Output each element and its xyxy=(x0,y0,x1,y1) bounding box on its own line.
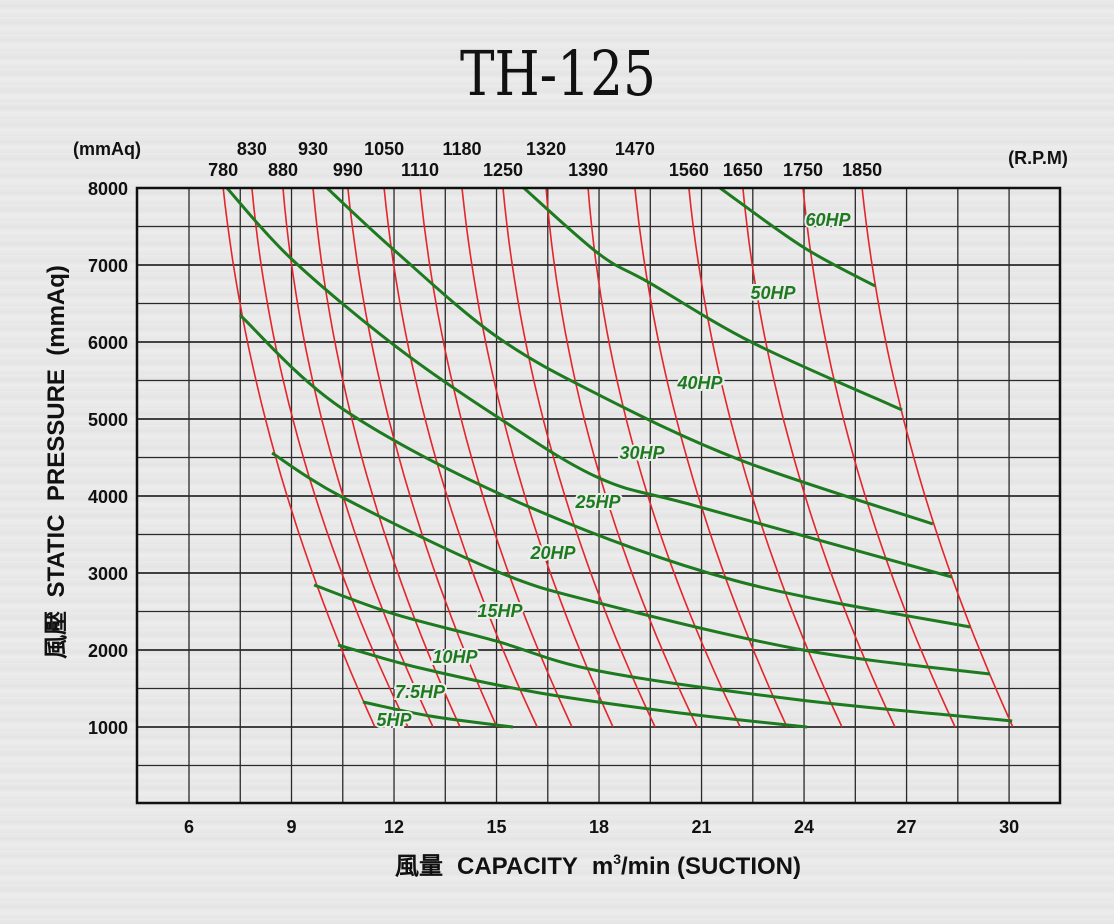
chart-title: TH-125 xyxy=(460,37,656,110)
hp-curve-50HP xyxy=(522,186,903,412)
rpm-label: 930 xyxy=(298,139,328,159)
hp-label: 40HP xyxy=(676,373,723,393)
y-tick-label: 3000 xyxy=(88,564,128,584)
rpm-curve-1390 xyxy=(587,187,741,728)
hp-label: 5HP xyxy=(376,710,412,730)
rpm-curve-880 xyxy=(282,187,434,728)
y-tick-label: 6000 xyxy=(88,333,128,353)
rpm-label: 1750 xyxy=(783,160,823,180)
rpm-label: 1180 xyxy=(442,139,481,159)
rpm-label: 1050 xyxy=(364,139,404,159)
rpm-curve-1110 xyxy=(419,187,573,728)
y-tick-label: 7000 xyxy=(88,256,128,276)
hp-curve-30HP xyxy=(225,186,953,579)
x-axis-unit-sup: 3 xyxy=(613,851,621,867)
x-axis-unit: m xyxy=(592,853,613,880)
rpm-curve-1050 xyxy=(383,187,538,728)
hp-label: 60HP xyxy=(805,210,851,230)
x-axis-label: 風量 CAPACITY m3/min (SUCTION) xyxy=(395,851,801,880)
hp-label: 15HP xyxy=(477,601,523,621)
rpm-label: 1110 xyxy=(401,160,439,180)
x-tick-label: 30 xyxy=(999,817,1019,837)
hp-curve-25HP xyxy=(238,313,971,629)
x-tick-label: 27 xyxy=(897,817,917,837)
rpm-curve-1320 xyxy=(545,187,698,728)
rpm-label: 1320 xyxy=(526,139,566,159)
x-tick-label: 9 xyxy=(287,817,297,837)
hp-labels: 60HP 50HP 40HP 30HP 25HP 20HP 15HP 10HP 7.5HP 5HP xyxy=(374,208,853,732)
x-axis-label-cjk: 風量 xyxy=(395,853,443,880)
hp-label: 50HP xyxy=(750,283,796,303)
y-tick-label: 5000 xyxy=(88,410,128,430)
hp-label: 30HP xyxy=(619,443,665,463)
rpm-label: 1470 xyxy=(615,139,655,159)
x-axis-unit-rest: /min (SUCTION) xyxy=(621,853,801,880)
rpm-curve-1470 xyxy=(634,187,788,728)
hp-label: 10HP xyxy=(432,647,478,667)
rpm-label: 1850 xyxy=(842,160,882,180)
hp-label: 20HP xyxy=(529,543,576,563)
x-tick-label: 15 xyxy=(487,817,507,837)
hp-curve-60HP xyxy=(719,186,876,288)
rpm-curve-1180 xyxy=(461,187,614,728)
hp-label: 25HP xyxy=(574,492,621,512)
rpm-label: 1250 xyxy=(483,160,523,180)
rpm-curve-1250 xyxy=(502,187,656,728)
rpm-label: 880 xyxy=(268,160,298,180)
rpm-curve-1650 xyxy=(742,187,896,728)
y-unit-label: (mmAq) xyxy=(73,139,141,159)
rpm-label: 780 xyxy=(208,160,238,180)
hp-label: 7.5HP xyxy=(395,682,446,702)
hp-curve-40HP xyxy=(326,186,934,526)
hp-curve-15HP xyxy=(313,583,1013,723)
rpm-label: 1390 xyxy=(568,160,608,180)
x-axis-label-text: CAPACITY xyxy=(457,853,578,880)
y-tick-label: 1000 xyxy=(88,718,128,738)
hp-curve-7.5HP xyxy=(362,700,514,729)
rpm-curve-930 xyxy=(312,187,461,728)
hp-curves xyxy=(225,186,1013,729)
rpm-label: 1650 xyxy=(723,160,763,180)
y-axis-label: 風壓 STATIC PRESSURE (mmAq) xyxy=(43,265,70,659)
hp-curve-10HP xyxy=(337,643,808,729)
axis-ticks: 6 9 12 15 18 21 24 27 30 1000 2000 3000 4000 5000 6000… xyxy=(88,179,1019,837)
rpm-label: 830 xyxy=(237,139,267,159)
x-tick-label: 18 xyxy=(589,817,609,837)
rpm-label: 1560 xyxy=(669,160,709,180)
plot-frame xyxy=(135,186,1062,805)
rpm-unit-label: (R.P.M) xyxy=(1008,148,1068,168)
rpm-curve-830 xyxy=(251,187,409,728)
rpm-curve-1850 xyxy=(861,187,1014,728)
rpm-curve-780 xyxy=(222,187,376,728)
rpm-curve-990 xyxy=(347,187,498,728)
y-tick-label: 8000 xyxy=(88,179,128,199)
rpm-curve-1560 xyxy=(688,187,843,728)
rpm-curve-1750 xyxy=(802,187,956,728)
grid xyxy=(137,188,1060,803)
hp-curve-20HP xyxy=(271,451,991,676)
x-tick-label: 24 xyxy=(794,817,814,837)
rpm-label: 990 xyxy=(333,160,363,180)
y-tick-label: 2000 xyxy=(88,641,128,661)
y-tick-label: 4000 xyxy=(88,487,128,507)
x-tick-label: 21 xyxy=(692,817,712,837)
x-tick-label: 12 xyxy=(384,817,404,837)
x-tick-label: 6 xyxy=(184,817,194,837)
